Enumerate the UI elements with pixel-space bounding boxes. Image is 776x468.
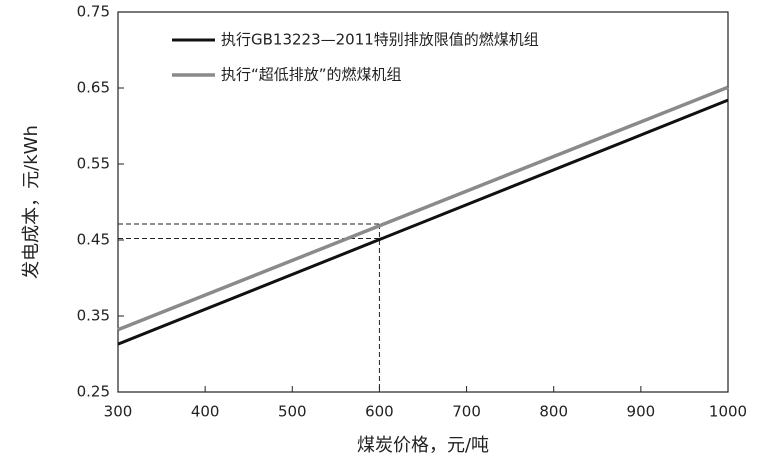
x-axis-label: 煤炭价格，元/吨 xyxy=(357,435,489,456)
y-axis-label: 发电成本，元/kWh xyxy=(21,125,42,279)
y-tick-label: 0.35 xyxy=(77,307,110,325)
x-tick-label: 900 xyxy=(627,403,656,421)
legend-label: 执行“超低排放”的燃煤机组 xyxy=(221,66,402,84)
y-tick-label: 0.55 xyxy=(77,155,110,173)
x-tick-label: 800 xyxy=(539,403,568,421)
series-line xyxy=(117,98,729,346)
y-tick-label: 0.25 xyxy=(77,383,110,401)
x-tick-label: 400 xyxy=(191,403,220,421)
x-tick-label: 700 xyxy=(452,403,481,421)
plot-frame xyxy=(117,11,729,393)
series-line xyxy=(117,85,729,332)
legend-label: 执行GB13223—2011特别排放限值的燃煤机组 xyxy=(221,31,539,49)
y-tick-label: 0.75 xyxy=(77,3,110,21)
x-tick-label: 600 xyxy=(365,403,394,421)
x-tick-label: 1000 xyxy=(709,403,747,421)
x-tick-label: 500 xyxy=(278,403,307,421)
y-tick-label: 0.65 xyxy=(77,79,110,97)
x-tick-label: 300 xyxy=(104,403,133,421)
y-tick-label: 0.45 xyxy=(77,231,110,249)
